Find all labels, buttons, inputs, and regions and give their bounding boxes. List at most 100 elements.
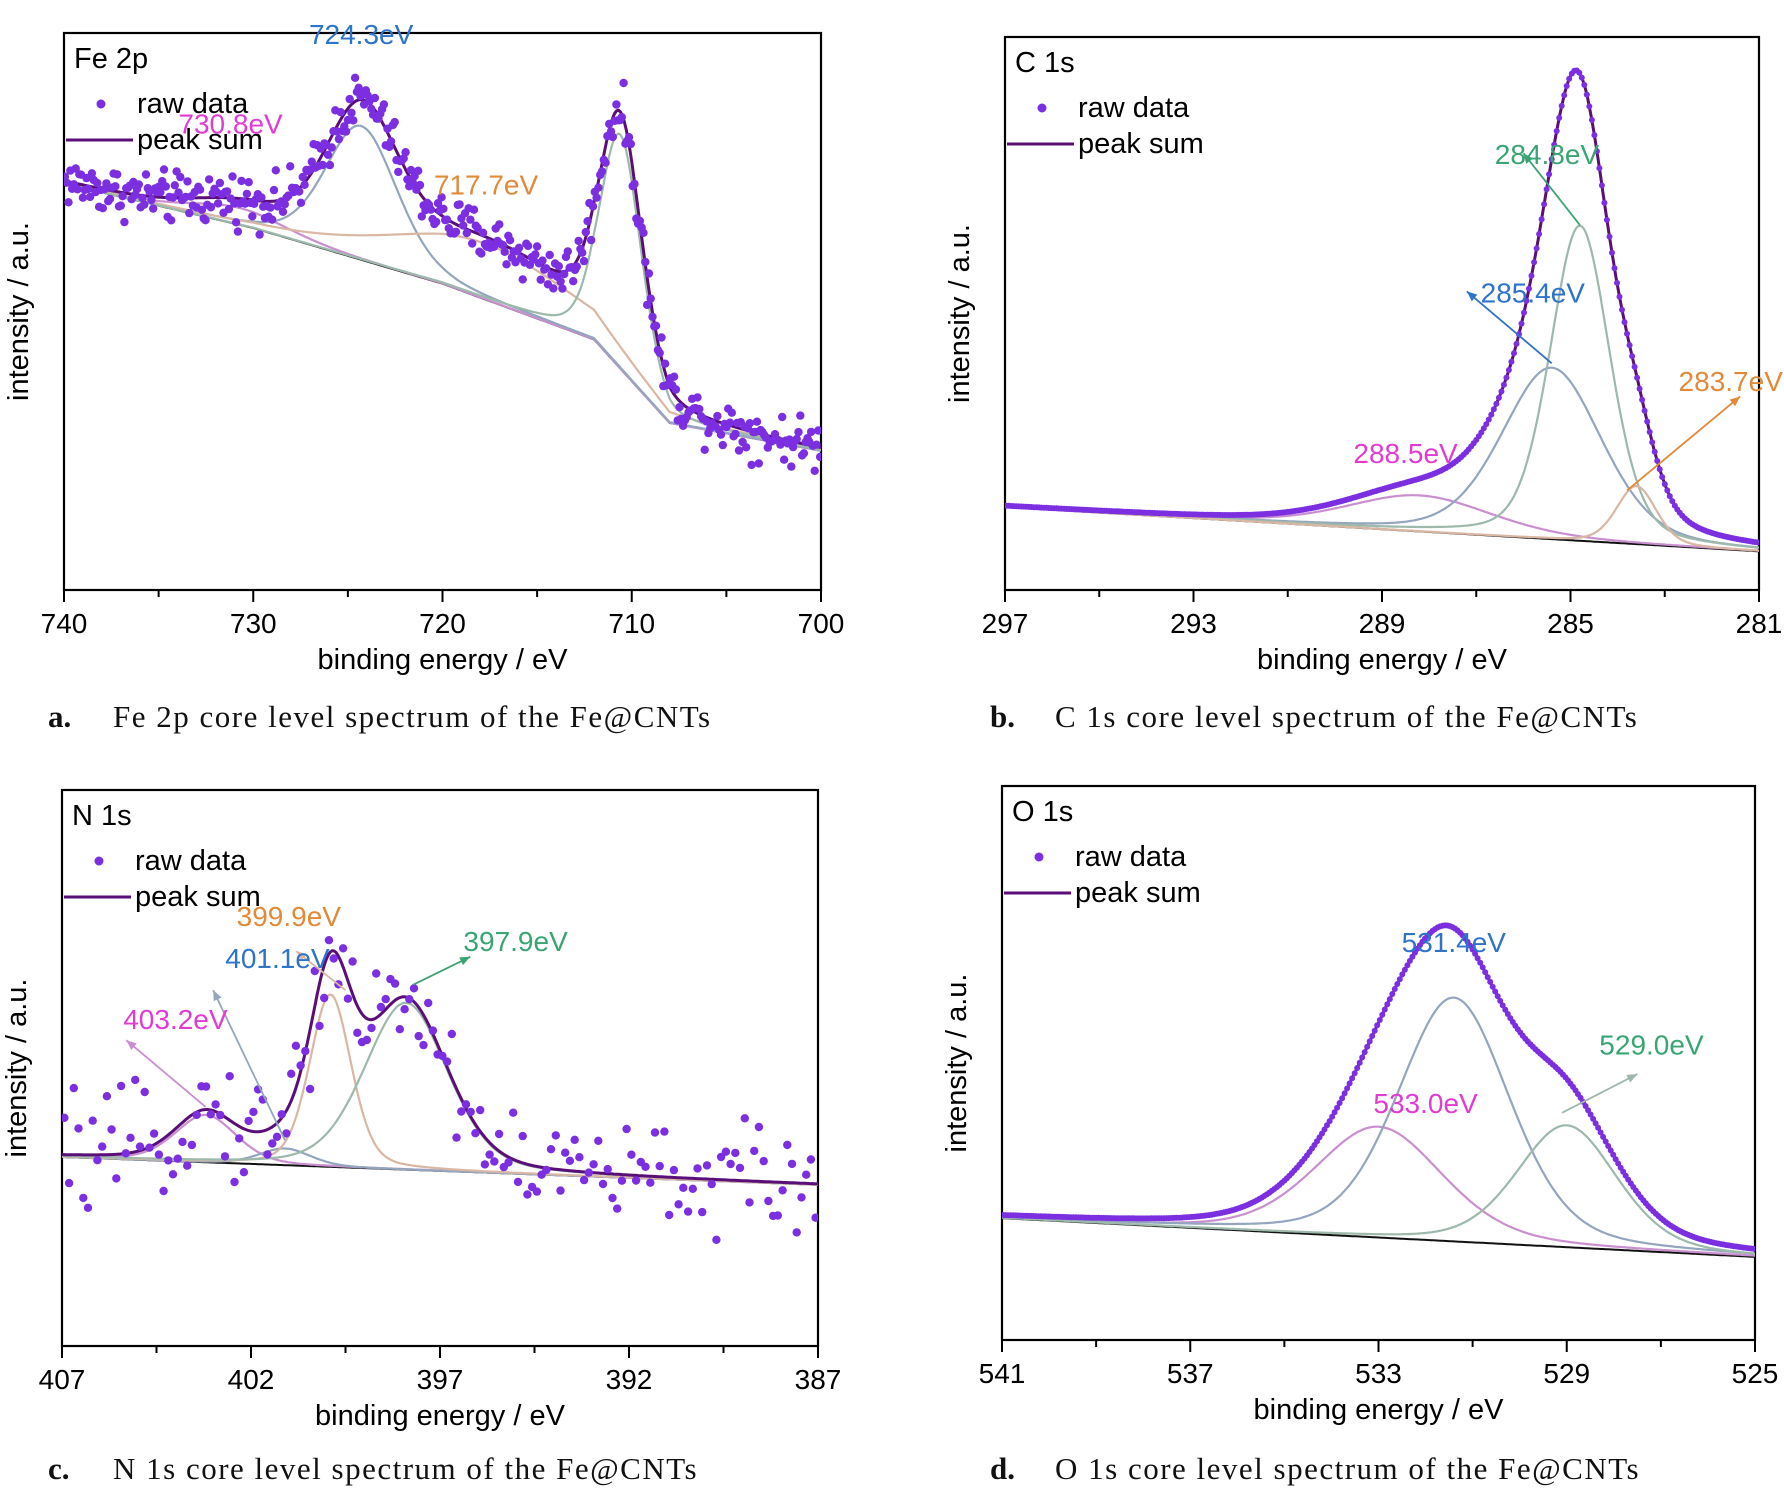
raw-data-point bbox=[405, 995, 414, 1004]
y-axis-label: intensity / a.u. bbox=[941, 974, 973, 1153]
annotation-arrow bbox=[1466, 290, 1553, 364]
raw-data-point bbox=[102, 1092, 112, 1101]
raw-data-point bbox=[415, 180, 425, 190]
xps-panel-n-1s: 407 402 397 392 387 binding energy / eV intens… bbox=[1, 788, 841, 1432]
raw-data-point bbox=[810, 466, 819, 475]
raw-data-point bbox=[811, 1213, 818, 1222]
raw-data-point bbox=[597, 167, 607, 176]
raw-data-point bbox=[442, 215, 452, 224]
raw-data-point bbox=[1543, 186, 1550, 193]
raw-data-point bbox=[660, 359, 670, 368]
raw-data-point bbox=[796, 411, 805, 420]
x-tick-label: 529 bbox=[1543, 1358, 1590, 1389]
raw-data-point bbox=[376, 1002, 386, 1012]
raw-data-point bbox=[523, 241, 533, 251]
raw-data-point bbox=[173, 1154, 182, 1163]
caption-text: Fe 2p core level spectrum of the Fe@CNTs bbox=[113, 699, 712, 734]
raw-data-point bbox=[225, 1072, 234, 1081]
raw-data-point bbox=[725, 418, 735, 427]
raw-data-point bbox=[1384, 1001, 1391, 1008]
raw-data-point bbox=[1533, 245, 1540, 252]
raw-data-point bbox=[541, 264, 551, 273]
annotation-arrow bbox=[1561, 1073, 1638, 1114]
legend-raw-label: raw data bbox=[137, 88, 249, 120]
raw-data-point bbox=[1639, 396, 1646, 403]
raw-data-point bbox=[206, 1110, 215, 1119]
raw-data-point bbox=[329, 954, 338, 963]
raw-data-point bbox=[578, 248, 587, 257]
raw-data-point bbox=[116, 201, 126, 210]
raw-data-point bbox=[814, 426, 821, 435]
raw-data-point bbox=[1369, 1033, 1376, 1039]
raw-data-point bbox=[1346, 1080, 1353, 1087]
raw-data-point bbox=[1583, 91, 1590, 98]
annotation-arrow bbox=[1522, 152, 1581, 226]
raw-data-point bbox=[747, 460, 756, 470]
raw-data-point bbox=[558, 284, 567, 293]
legend-sum-label: peak sum bbox=[1075, 877, 1201, 909]
raw-data-point bbox=[82, 173, 91, 183]
raw-data-point bbox=[459, 221, 468, 230]
raw-data-point bbox=[1499, 1002, 1506, 1009]
raw-data-point bbox=[779, 455, 789, 464]
raw-data-point bbox=[140, 1087, 149, 1097]
peak-label: 403.2eV bbox=[123, 1004, 228, 1035]
raw-data-point bbox=[556, 1186, 565, 1195]
raw-data-point bbox=[1482, 969, 1489, 976]
raw-data-point bbox=[370, 93, 380, 103]
raw-data-point bbox=[1605, 1143, 1612, 1149]
raw-data-point bbox=[1611, 265, 1618, 272]
caption-letter: a. bbox=[48, 699, 71, 734]
raw-data-point bbox=[721, 1147, 731, 1156]
raw-data-point bbox=[62, 1113, 69, 1122]
raw-data-point bbox=[655, 348, 664, 358]
x-tick-label: 730 bbox=[230, 608, 277, 639]
raw-data-point bbox=[1595, 1124, 1602, 1131]
caption-text: C 1s core level spectrum of the Fe@CNTs bbox=[1055, 699, 1638, 734]
legend-raw-label: raw data bbox=[1078, 92, 1190, 124]
raw-data-point bbox=[266, 203, 275, 212]
annotation-arrowhead bbox=[1729, 396, 1741, 407]
raw-data-point bbox=[713, 411, 722, 421]
raw-data-point bbox=[1538, 216, 1545, 223]
raw-data-point bbox=[575, 1153, 584, 1162]
x-tick-label: 281 bbox=[1736, 608, 1783, 639]
raw-data-point bbox=[712, 1235, 721, 1245]
raw-data-point bbox=[1553, 128, 1560, 134]
raw-data-point bbox=[549, 284, 558, 293]
raw-data-point bbox=[655, 1161, 664, 1171]
plot-area bbox=[1005, 67, 1759, 553]
raw-data-point bbox=[1336, 1100, 1343, 1106]
raw-data-point bbox=[536, 275, 545, 284]
raw-data-point bbox=[1541, 201, 1548, 208]
raw-data-point bbox=[627, 1150, 636, 1159]
raw-data-point bbox=[83, 1203, 93, 1213]
raw-data-point bbox=[457, 1107, 466, 1116]
legend-raw-label: raw data bbox=[135, 845, 247, 877]
raw-data-point bbox=[612, 100, 621, 109]
peak-label: 401.1eV bbox=[225, 943, 330, 974]
raw-data-point bbox=[324, 936, 334, 945]
raw-data-point bbox=[1621, 319, 1628, 326]
raw-data-point bbox=[478, 228, 488, 237]
y-axis-label: intensity / a.u. bbox=[1, 979, 33, 1158]
raw-data-point bbox=[1359, 1054, 1366, 1061]
raw-data-point bbox=[1523, 297, 1530, 304]
raw-data-point bbox=[1386, 996, 1393, 1003]
raw-data-point bbox=[345, 94, 354, 104]
raw-data-point bbox=[428, 1026, 438, 1035]
raw-data-point bbox=[572, 262, 581, 271]
raw-data-point bbox=[1479, 964, 1486, 971]
raw-data-point bbox=[318, 160, 327, 170]
raw-data-point bbox=[159, 165, 169, 174]
raw-data-point bbox=[147, 195, 156, 205]
raw-data-point bbox=[88, 1116, 97, 1125]
raw-data-point bbox=[646, 1178, 655, 1187]
raw-data-point bbox=[215, 178, 225, 188]
peak-label: 283.7eV bbox=[1679, 366, 1784, 397]
raw-data-point bbox=[523, 1190, 532, 1199]
peak-label: 533.0eV bbox=[1373, 1088, 1478, 1119]
raw-data-point bbox=[675, 403, 684, 412]
x-tick-label: 541 bbox=[979, 1358, 1026, 1389]
raw-data-point bbox=[731, 429, 740, 439]
